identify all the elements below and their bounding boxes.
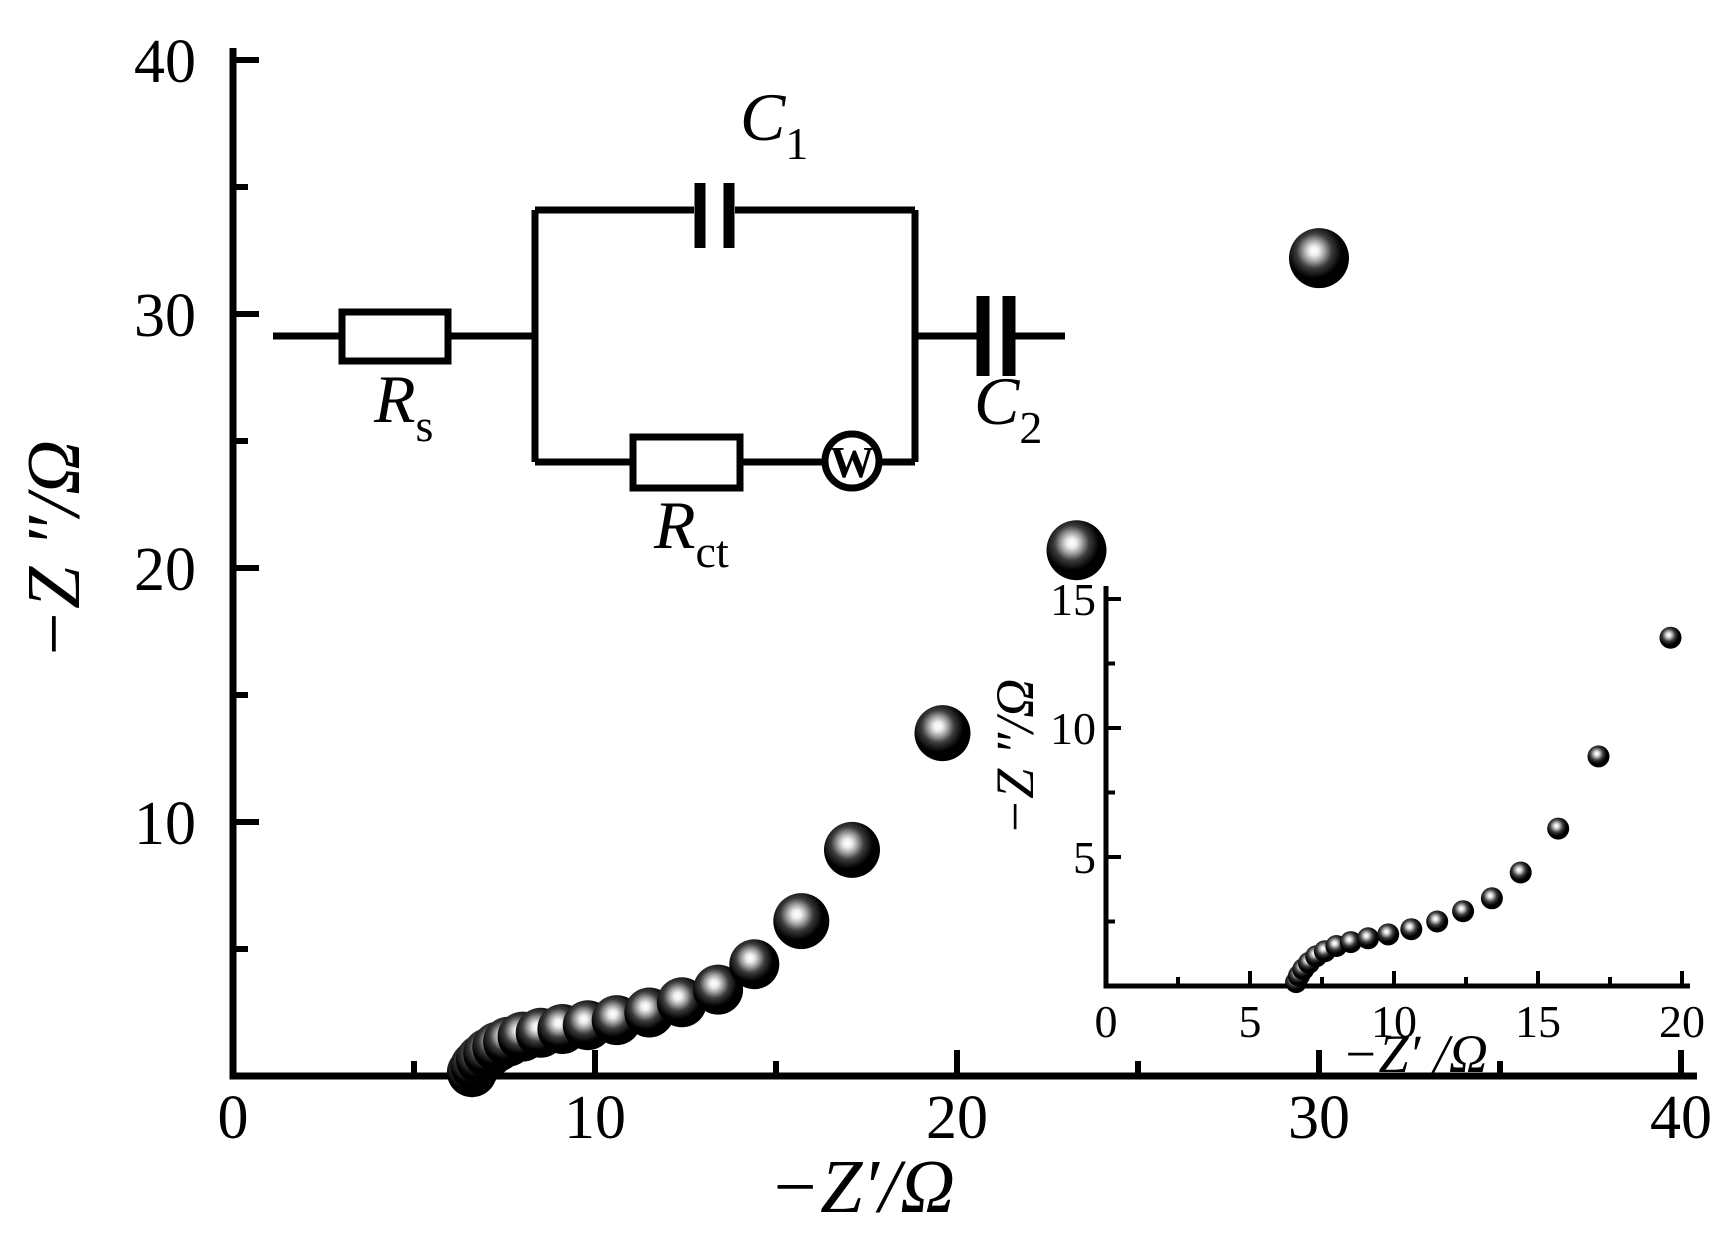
inset-data-point	[1377, 923, 1400, 946]
circuit-label-rs: Rs	[373, 361, 433, 451]
data-point	[1289, 228, 1349, 289]
inset-data-point	[1547, 817, 1570, 840]
y-tick-label: 40	[134, 28, 196, 96]
main-data-points	[446, 228, 1349, 1098]
y-tick-label: 30	[134, 282, 196, 350]
x-tick-label: 40	[1650, 1084, 1712, 1152]
data-point	[1046, 520, 1107, 581]
x-tick-label: 0	[218, 1084, 249, 1152]
x-tick-label: 30	[1288, 1084, 1350, 1152]
circuit-label-w: W	[830, 438, 874, 487]
data-point	[914, 705, 971, 762]
main-axes	[229, 48, 1697, 1080]
circuit-label-rct: Rct	[653, 487, 729, 577]
inset-data-point	[1357, 927, 1380, 950]
inset-data-point	[1509, 861, 1532, 884]
inset-data-point	[1400, 918, 1423, 941]
inset-x-tick-label: 20	[1659, 996, 1705, 1047]
data-point	[773, 893, 830, 950]
capacitor-c1	[694, 183, 735, 248]
inset-x-tick-label: 0	[1095, 996, 1118, 1047]
main-tick-labels: 0 10 20 30 40 10 20 30 40	[134, 28, 1712, 1152]
circuit-label-c1: C1	[740, 79, 808, 169]
main-xaxis-label: −Z′/Ω	[769, 1145, 955, 1229]
warburg-element	[821, 430, 883, 492]
data-point	[693, 964, 744, 1015]
inset-tick-labels: 0 5 10 15 20 5 10 15	[1050, 574, 1705, 1047]
inset-axes	[1103, 586, 1690, 989]
inset-plot: 0 5 10 15 20 5 10 15 −Z′ /Ω −Z ″/Ω	[985, 574, 1705, 1084]
inset-y-tick-label: 15	[1050, 574, 1096, 625]
equivalent-circuit	[273, 183, 1065, 492]
inset-data-point	[1452, 900, 1475, 923]
capacitor-c2	[976, 296, 1016, 376]
resistor-rs	[338, 308, 452, 365]
inset-x-tick-label: 10	[1371, 996, 1417, 1047]
main-plot: 0 10 20 30 40 10 20 30 40 −Z′/Ω −Z ″/Ω	[12, 28, 1712, 1229]
inset-xaxis-label: −Z′ /Ω	[1342, 1024, 1488, 1084]
x-tick-label: 10	[564, 1084, 626, 1152]
inset-data-point	[1339, 931, 1362, 954]
y-tick-label: 10	[134, 790, 196, 858]
inset-x-tick-label: 5	[1239, 996, 1262, 1047]
data-point	[729, 939, 780, 990]
inset-data-point	[1480, 887, 1503, 910]
resistor-rct	[629, 433, 744, 492]
x-tick-label: 20	[926, 1084, 988, 1152]
circuit-label-c2: C2	[974, 363, 1042, 453]
main-yaxis-label: −Z ″/Ω	[12, 440, 96, 660]
main-ticks	[233, 57, 1684, 1076]
inset-data-point	[1659, 626, 1682, 649]
inset-data-point	[1587, 745, 1610, 768]
inset-y-tick-label: 10	[1050, 703, 1096, 754]
inset-ticks	[1106, 597, 1684, 986]
inset-data-point	[1426, 910, 1449, 933]
inset-yaxis-label: −Z ″/Ω	[985, 679, 1045, 836]
inset-x-tick-label: 15	[1515, 996, 1561, 1047]
data-point	[824, 821, 880, 878]
inset-data-points	[1285, 626, 1682, 994]
circuit-labels: Rs C1 Rct C2 W	[373, 79, 1042, 577]
inset-y-tick-label: 5	[1073, 832, 1096, 883]
y-tick-label: 20	[134, 536, 196, 604]
